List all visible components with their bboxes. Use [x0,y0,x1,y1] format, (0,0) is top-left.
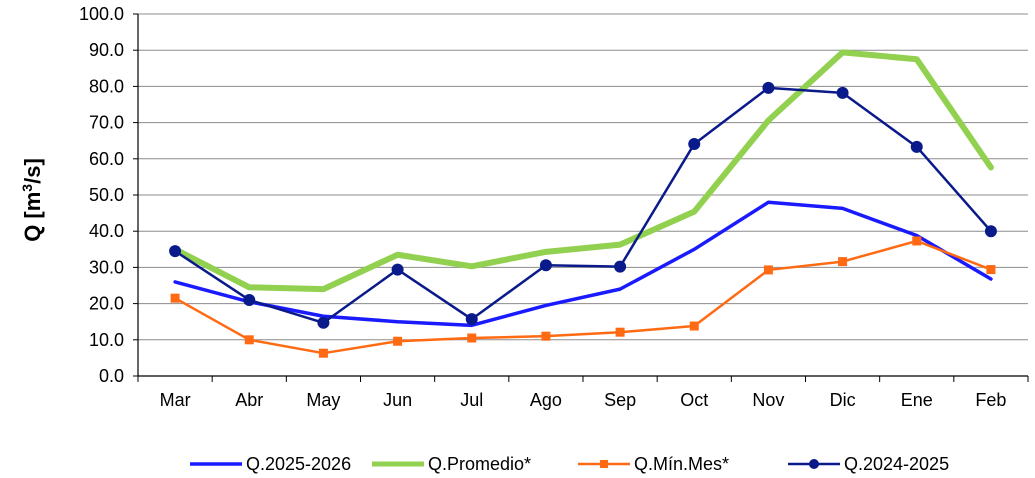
data-point [465,313,478,326]
x-tick-label: Oct [680,390,708,410]
x-tick-labels: Mar Abr May Jun Jul Ago Sep Oct Nov Dic Ene Feb [160,390,1007,410]
data-point [169,245,182,258]
data-point [170,293,180,303]
x-tick-label: Ene [901,390,933,410]
y-tick-label: 40.0 [89,221,124,241]
series-q-promedio- [172,49,994,293]
x-tick-label: Mar [160,390,191,410]
series-line [172,49,994,293]
legend-item: Q.Promedio* [372,454,531,474]
data-point [836,86,849,99]
x-tick-label: Dic [830,390,856,410]
x-tick-label: May [306,390,340,410]
legend-label: Q.Promedio* [428,454,531,474]
data-point [912,236,922,246]
data-point [615,327,625,337]
y-axis-label: Q [m3/s] [19,158,45,242]
legend-item: Q.2025-2026 [190,454,351,474]
legend-label: Q.2024-2025 [844,454,949,474]
y-tick-label: 0.0 [99,366,124,386]
series-line [173,86,993,325]
legend-marker [809,459,819,469]
data-point [391,263,404,276]
legend-item: Q.2024-2025 [788,454,949,474]
data-point [986,265,996,275]
legend-item: Q.Mín.Mes* [578,454,729,474]
data-point [393,336,403,346]
x-tick-label: Jul [460,390,483,410]
y-tick-label: 70.0 [89,113,124,133]
data-point [688,137,701,150]
x-tick-label: Feb [975,390,1006,410]
y-tick-label: 20.0 [89,294,124,314]
series-group [169,49,997,358]
series-q-2024-2025 [169,81,997,329]
legend-label: Q.Mín.Mes* [634,454,729,474]
data-point [539,259,552,272]
axes [133,13,1029,382]
data-point [762,81,775,94]
x-tick-label: Nov [752,390,784,410]
y-tick-label: 60.0 [89,149,124,169]
series-q-m-n-mes- [170,236,996,358]
data-point [984,225,997,238]
data-point [317,316,330,329]
data-point [763,265,773,275]
x-tick-label: Abr [235,390,263,410]
data-point [614,260,627,273]
data-point [467,333,477,343]
y-tick-label: 30.0 [89,257,124,277]
y-tick-label: 50.0 [89,185,124,205]
data-point [244,335,254,345]
y-axis-label-suffix: /s] [20,158,45,184]
legend-marker [600,460,608,468]
y-axis-label-sup: 3 [19,184,35,192]
legend-label: Q.2025-2026 [246,454,351,474]
x-tick-label: Sep [604,390,636,410]
y-tick-label: 100.0 [79,4,124,24]
y-tick-label: 10.0 [89,330,124,350]
data-point [243,293,256,306]
gridlines [138,13,1028,341]
y-tick-labels: 0.0 10.0 20.0 30.0 40.0 50.0 60.0 70.0 80.0 90.0 1… [79,4,124,386]
data-point [838,257,848,267]
data-point [318,348,328,358]
y-axis-label-prefix: Q [m [20,192,45,242]
series-q-2025-2026 [173,200,993,328]
series-line [173,200,993,328]
data-point [910,140,923,153]
series-line [173,239,993,355]
y-tick-label: 90.0 [89,40,124,60]
y-tick-label: 80.0 [89,76,124,96]
legend: Q.2025-2026 Q.Promedio* Q.Mín.Mes* Q.2024-2… [190,454,949,474]
x-tick-label: Ago [530,390,562,410]
x-tick-label: Jun [383,390,412,410]
data-point [541,331,551,341]
data-point [689,321,699,331]
